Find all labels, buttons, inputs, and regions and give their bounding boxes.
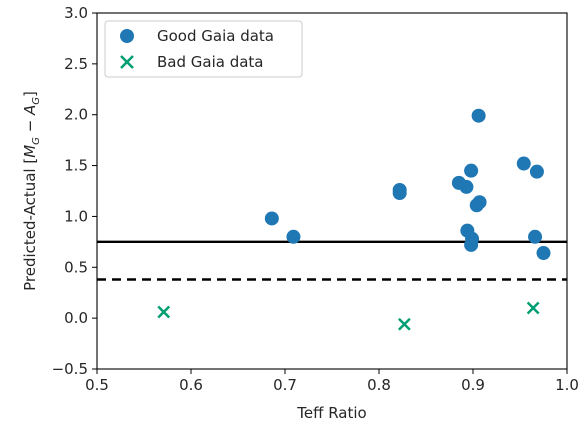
legend-box [104, 20, 303, 78]
legend-good-marker [120, 29, 134, 43]
good-gaia-point [536, 246, 551, 261]
bad-gaia-point [157, 305, 171, 319]
good-gaia-point [464, 163, 479, 178]
bad-gaia-point [526, 301, 540, 315]
y-tick-label: 1.5 [64, 157, 88, 175]
y-tick-label: 2.5 [64, 55, 88, 73]
legend-bad-label: Bad Gaia data [157, 53, 264, 71]
good-gaia-point [529, 164, 544, 179]
legend-good-label: Good Gaia data [157, 27, 274, 45]
axis-ticks: 0.5 0.6 0.7 0.8 0.9 1.0 −0.5 0.0 0.5 1.0 1.5 2.0 2.5… [52, 4, 579, 394]
y-tick-label: −0.5 [52, 360, 88, 378]
y-tick-label: 3.0 [64, 4, 88, 22]
good-gaia-point [459, 179, 474, 194]
good-gaia-point [464, 237, 479, 252]
plot-frame [96, 12, 568, 370]
x-tick-label: 0.8 [367, 376, 391, 394]
y-tick-label: 2.0 [64, 106, 88, 124]
data-points [157, 108, 551, 331]
x-tick-label: 0.6 [179, 376, 203, 394]
x-tick-label: 1.0 [555, 376, 579, 394]
good-gaia-point [286, 229, 301, 244]
reference-lines [97, 240, 567, 281]
legend: Good Gaia data Bad Gaia data [104, 20, 303, 78]
good-gaia-point [528, 229, 543, 244]
good-gaia-point [392, 186, 407, 201]
x-tick-label: 0.7 [273, 376, 297, 394]
bad-gaia-point [397, 317, 411, 331]
good-gaia-point [472, 195, 487, 210]
good-gaia-point [471, 108, 486, 123]
x-tick-label: 0.9 [461, 376, 485, 394]
good-gaia-point [516, 156, 531, 171]
x-tick-label: 0.5 [85, 376, 109, 394]
legend-bad-marker [120, 55, 134, 69]
x-axis-title: Teff Ratio [296, 404, 366, 422]
y-tick-label: 0.0 [64, 309, 88, 327]
y-axis-title: Predicted-Actual [MG − AG] [21, 91, 42, 291]
y-tick-label: 0.5 [64, 258, 88, 276]
good-gaia-point [264, 211, 279, 226]
y-tick-label: 1.0 [64, 207, 88, 225]
